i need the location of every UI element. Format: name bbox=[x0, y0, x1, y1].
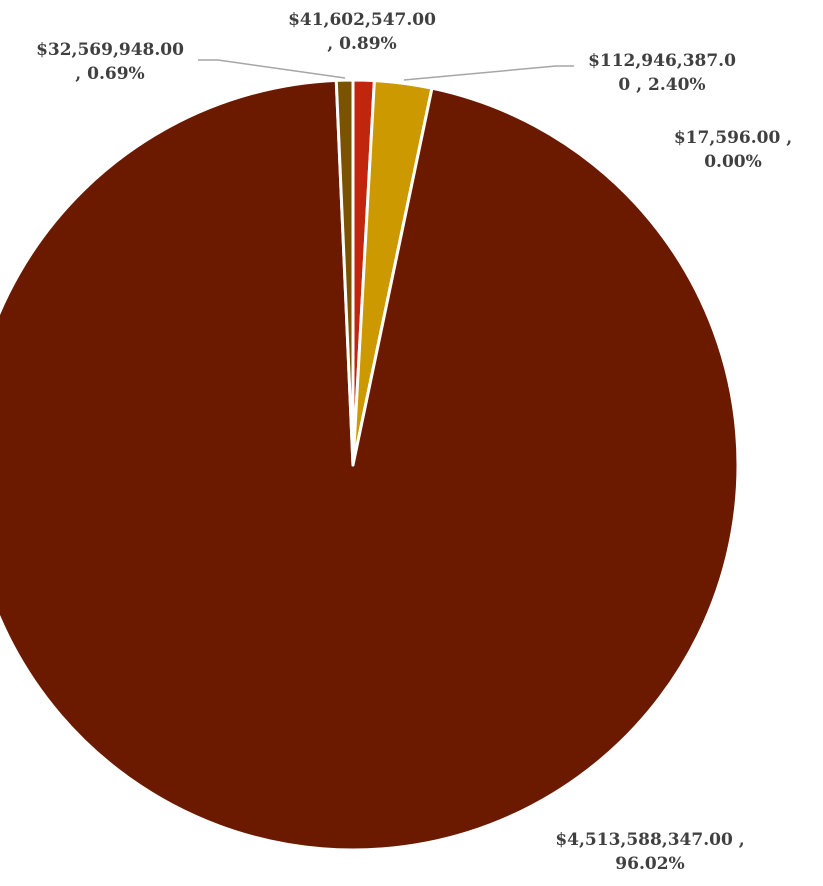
data-label-2: $17,596.00 , 0.00% bbox=[674, 128, 792, 172]
pie-slices bbox=[0, 78, 740, 852]
data-label-0-line-1: , 0.89% bbox=[327, 34, 396, 54]
data-label-3-line-0: $4,513,588,347.00 , bbox=[555, 830, 744, 850]
data-label-0: $41,602,547.00 , 0.89% bbox=[288, 10, 436, 54]
data-label-3: $4,513,588,347.00 , 96.02% bbox=[555, 830, 744, 874]
pie-slice-4 bbox=[334, 78, 355, 467]
leader-line-4 bbox=[198, 59, 346, 79]
data-label-0-line-0: $41,602,547.00 bbox=[288, 10, 436, 30]
leader-lines bbox=[198, 59, 574, 81]
data-label-1-line-0: $112,946,387.0 bbox=[588, 51, 736, 71]
data-label-4-line-1: , 0.69% bbox=[75, 64, 144, 84]
leader-line-1 bbox=[403, 65, 574, 81]
data-label-2-line-1: 0.00% bbox=[704, 152, 762, 172]
pie-slice-3 bbox=[0, 78, 740, 852]
data-label-2-line-0: $17,596.00 , bbox=[674, 128, 792, 148]
data-label-1-line-1: 0 , 2.40% bbox=[618, 75, 705, 95]
data-label-1: $112,946,387.0 0 , 2.40% bbox=[588, 51, 736, 95]
data-label-3-line-1: 96.02% bbox=[615, 854, 684, 874]
data-label-4-line-0: $32,569,948.00 bbox=[36, 40, 184, 60]
data-labels: $41,602,547.00 , 0.89% $112,946,387.0 0 , 2… bbox=[36, 10, 792, 874]
data-label-4: $32,569,948.00 , 0.69% bbox=[36, 40, 184, 84]
